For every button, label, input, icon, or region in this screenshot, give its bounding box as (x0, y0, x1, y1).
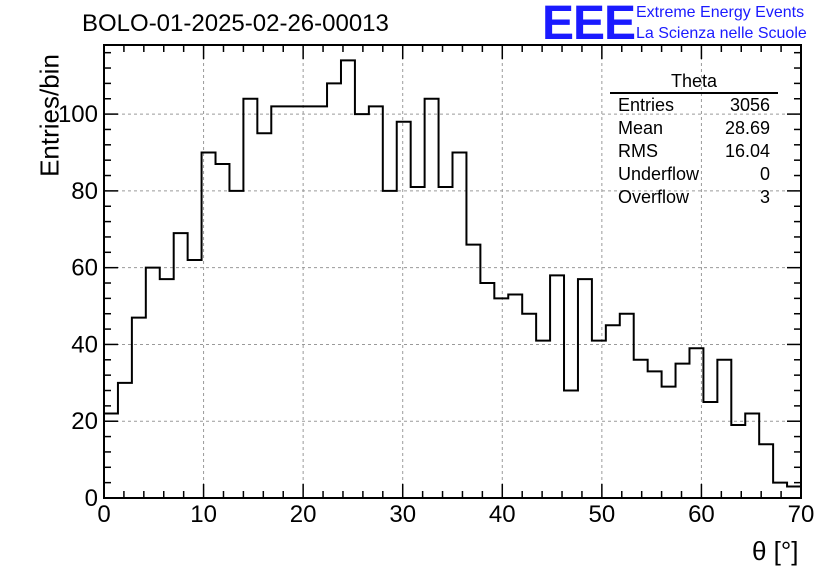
histogram-bin (494, 298, 508, 498)
histogram-bin (425, 99, 439, 498)
stats-label: Overflow (618, 187, 690, 207)
y-tick-label: 100 (58, 101, 98, 128)
y-tick-label: 60 (71, 255, 98, 282)
histogram-bin (480, 283, 494, 498)
histogram-bin (118, 383, 132, 498)
y-tick-label: 0 (85, 485, 98, 512)
histogram-bin (634, 360, 648, 498)
x-axis-label: θ [°] (752, 536, 799, 566)
histogram-bin (578, 279, 592, 498)
x-tick-label: 10 (190, 501, 217, 528)
histogram-bin (411, 187, 425, 498)
logo-subtitle-2: La Scienza nelle Scuole (636, 25, 807, 42)
stats-row: RMS 16.04 (610, 140, 778, 163)
stats-label: RMS (618, 141, 658, 161)
stats-value: 0 (759, 164, 770, 184)
histogram-bin (522, 314, 536, 498)
histogram-series (103, 59, 802, 498)
histogram-bin (188, 260, 202, 498)
stats-label: Mean (618, 118, 664, 138)
histogram-bin (355, 114, 369, 498)
histogram-bin (648, 371, 662, 498)
y-tick-label: 20 (71, 408, 98, 435)
histogram-bin (536, 341, 550, 498)
stats-row: Underflow 0 (610, 163, 778, 186)
histogram-bin (313, 106, 327, 498)
histogram-bin (216, 164, 230, 498)
histogram-bin (439, 187, 453, 498)
histogram-bin (676, 364, 690, 498)
histogram-outline (103, 59, 802, 498)
x-tick-label: 20 (290, 501, 317, 528)
histogram-bin (564, 391, 578, 498)
histogram-bin (146, 268, 160, 498)
histogram-bin (271, 106, 285, 498)
axis-ticks (103, 45, 802, 499)
histogram-bin (731, 425, 745, 498)
histogram-bin (773, 483, 787, 498)
histogram-bin (341, 60, 355, 498)
y-tick-label: 80 (71, 178, 98, 205)
logo-subtitle-1: Extreme Energy Events (636, 4, 805, 21)
histogram-bin (327, 83, 341, 498)
histogram-bin (243, 99, 257, 498)
x-tick-label: 30 (389, 501, 416, 528)
stats-row: Mean 28.69 (610, 117, 778, 140)
stats-row: Entries 3056 (610, 94, 778, 117)
histogram-bin (174, 233, 188, 498)
histogram-bin (508, 295, 522, 498)
histogram-bin (257, 133, 271, 498)
histogram-bin (397, 122, 411, 498)
histogram-bin (550, 275, 564, 498)
x-tick-label: 50 (589, 501, 616, 528)
x-tick-label: 60 (688, 501, 715, 528)
histogram-bin (745, 414, 759, 498)
stats-box: Theta Entries 3056 Mean 28.69 RMS 16.04 … (610, 70, 778, 209)
histogram-bin (703, 402, 717, 498)
histogram-bin (620, 314, 634, 498)
y-tick-label: 40 (71, 331, 98, 358)
stats-value: 16.04 (724, 141, 770, 161)
histogram-bin (160, 279, 174, 498)
histogram-bin (132, 318, 146, 498)
histogram-bin (369, 106, 383, 498)
stats-title: Theta (610, 70, 778, 94)
y-axis-label: Entries/bin (34, 54, 65, 177)
histogram-bin (202, 152, 216, 498)
histogram-bin (453, 152, 467, 498)
stats-label: Entries (618, 95, 675, 115)
histogram-bin (606, 325, 620, 498)
histogram-bin (592, 341, 606, 498)
eee-logo: EEE (542, 0, 636, 50)
stats-value: 3056 (729, 95, 770, 115)
histogram-bin (787, 486, 801, 498)
histogram-bin (104, 414, 118, 498)
x-tick-label: 40 (489, 501, 516, 528)
stats-row: Overflow 3 (610, 186, 778, 209)
histogram-bin (717, 360, 731, 498)
chart-title: BOLO-01-2025-02-26-00013 (82, 10, 389, 37)
histogram-bin (759, 444, 773, 498)
histogram-bin (299, 106, 313, 498)
histogram-bin (662, 387, 676, 498)
x-tick-label: 70 (788, 501, 815, 528)
stats-value: 28.69 (724, 118, 770, 138)
stats-value: 3 (759, 187, 770, 207)
stats-label: Underflow (618, 164, 700, 184)
x-tick-label: 0 (97, 501, 110, 528)
histogram-bin (466, 245, 480, 498)
grid-lines (104, 45, 801, 498)
histogram-bin (285, 106, 299, 498)
plot-frame (103, 44, 802, 499)
